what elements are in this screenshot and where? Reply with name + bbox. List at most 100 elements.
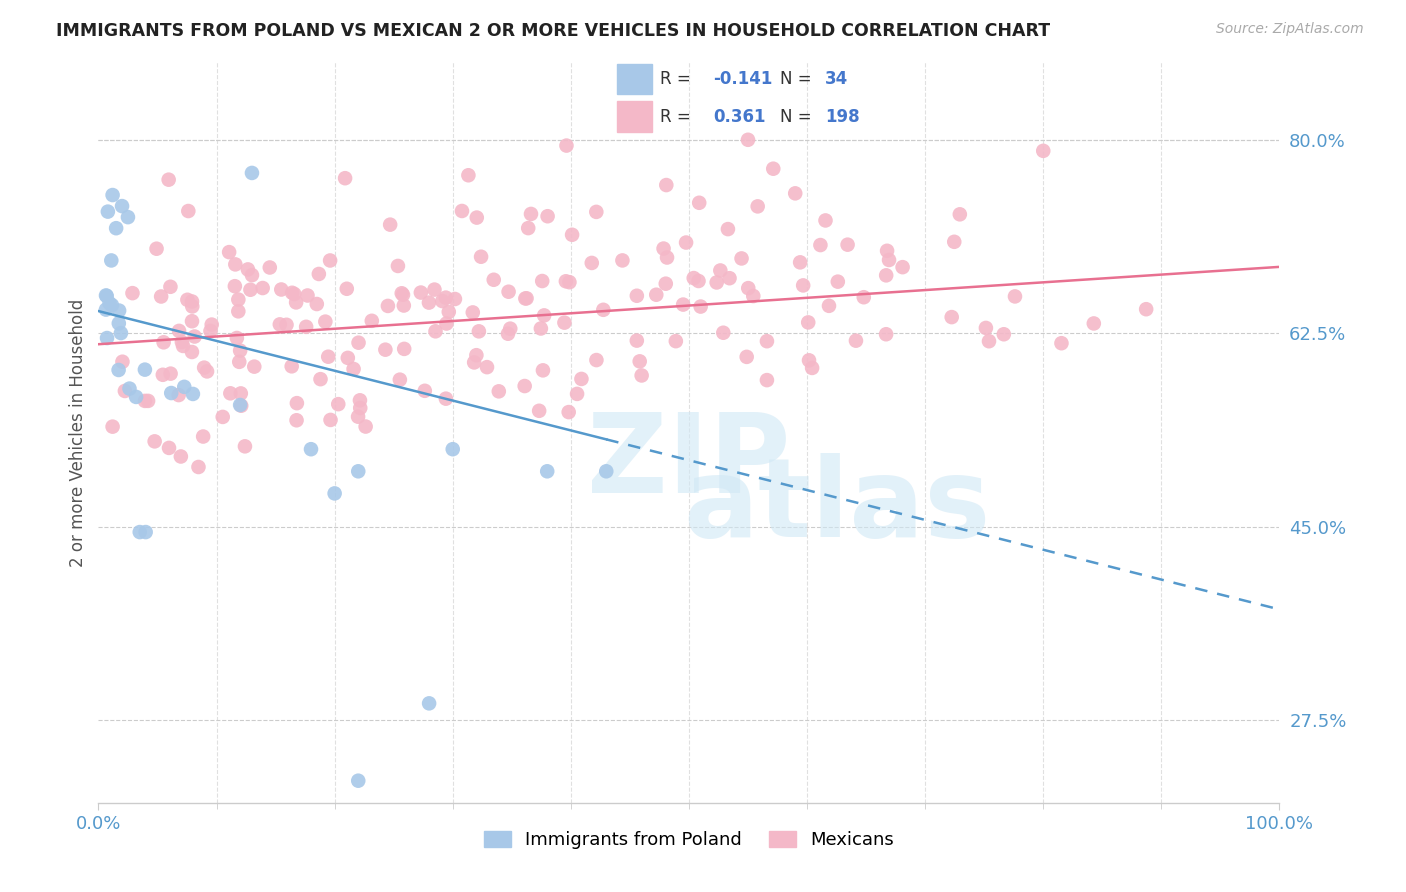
Point bbox=[451, 204, 474, 219]
Point bbox=[107, 316, 129, 330]
Point bbox=[682, 271, 704, 285]
Point bbox=[814, 213, 837, 227]
Point bbox=[554, 274, 576, 288]
Point bbox=[755, 334, 778, 349]
Point bbox=[468, 324, 491, 338]
Point bbox=[949, 207, 972, 221]
Text: 0.361: 0.361 bbox=[713, 108, 766, 126]
Point bbox=[285, 396, 308, 410]
Point bbox=[117, 210, 139, 224]
Point bbox=[228, 355, 250, 369]
Point bbox=[747, 199, 769, 213]
Point bbox=[305, 297, 328, 311]
Point bbox=[181, 294, 204, 309]
Point bbox=[391, 286, 413, 301]
Text: IMMIGRANTS FROM POLAND VS MEXICAN 2 OR MORE VEHICLES IN HOUSEHOLD CORRELATION CH: IMMIGRANTS FROM POLAND VS MEXICAN 2 OR M… bbox=[56, 22, 1050, 40]
Point bbox=[444, 292, 467, 306]
Point bbox=[626, 334, 648, 348]
Point bbox=[530, 321, 553, 335]
Point bbox=[1032, 144, 1054, 158]
Point bbox=[496, 326, 519, 341]
Point bbox=[157, 441, 180, 455]
Point bbox=[159, 280, 181, 294]
Point bbox=[239, 283, 262, 297]
Point bbox=[105, 221, 128, 235]
Point bbox=[792, 278, 814, 293]
Text: Source: ZipAtlas.com: Source: ZipAtlas.com bbox=[1216, 22, 1364, 37]
Point bbox=[280, 359, 302, 374]
Point bbox=[423, 283, 446, 297]
Point bbox=[527, 404, 550, 418]
Point bbox=[877, 252, 900, 267]
Point bbox=[1004, 289, 1026, 303]
Point bbox=[200, 324, 222, 338]
Point bbox=[499, 321, 522, 335]
Point bbox=[228, 304, 250, 318]
Point bbox=[136, 393, 159, 408]
Point bbox=[354, 419, 377, 434]
Point bbox=[425, 324, 447, 338]
Point bbox=[555, 138, 578, 153]
Point bbox=[585, 353, 607, 368]
Point bbox=[110, 326, 132, 340]
Point bbox=[191, 429, 214, 443]
Point bbox=[585, 205, 607, 219]
Point bbox=[252, 281, 274, 295]
Point bbox=[974, 321, 997, 335]
Point bbox=[211, 409, 233, 424]
Point bbox=[875, 268, 897, 283]
Point bbox=[515, 292, 537, 306]
Point bbox=[943, 235, 966, 249]
Point bbox=[993, 327, 1015, 342]
Point bbox=[285, 413, 308, 427]
Point bbox=[236, 262, 259, 277]
Point bbox=[737, 133, 759, 147]
Point bbox=[240, 268, 263, 282]
Point bbox=[323, 486, 346, 500]
Point bbox=[319, 413, 342, 427]
Text: R =: R = bbox=[659, 70, 696, 87]
Point bbox=[801, 360, 824, 375]
Point bbox=[128, 524, 150, 539]
Point bbox=[111, 355, 134, 369]
Point bbox=[276, 318, 298, 332]
Point bbox=[536, 209, 558, 223]
Point bbox=[114, 384, 136, 398]
Point bbox=[470, 250, 492, 264]
Point bbox=[520, 207, 543, 221]
Point bbox=[876, 244, 898, 258]
Point bbox=[655, 251, 678, 265]
Point bbox=[797, 353, 820, 368]
Point bbox=[595, 464, 617, 478]
Point bbox=[150, 289, 173, 303]
Point bbox=[818, 299, 841, 313]
Point bbox=[181, 314, 204, 328]
Point bbox=[224, 279, 246, 293]
Point bbox=[98, 296, 121, 310]
Point bbox=[387, 259, 409, 273]
Point bbox=[243, 359, 266, 374]
Point bbox=[285, 295, 308, 310]
Point bbox=[297, 288, 319, 302]
Point bbox=[672, 297, 695, 311]
Point bbox=[655, 277, 678, 291]
Point bbox=[281, 285, 304, 300]
Point bbox=[181, 300, 204, 314]
Point bbox=[441, 442, 464, 457]
Point bbox=[167, 388, 190, 402]
Point bbox=[187, 460, 209, 475]
Point bbox=[135, 524, 157, 539]
Point bbox=[233, 439, 256, 453]
Point bbox=[513, 379, 536, 393]
Point bbox=[536, 464, 558, 478]
Point bbox=[457, 168, 479, 182]
Point bbox=[789, 255, 811, 269]
Point bbox=[517, 221, 540, 235]
Point bbox=[717, 222, 740, 236]
Point bbox=[111, 199, 134, 213]
Point bbox=[152, 335, 174, 350]
Point bbox=[101, 188, 124, 202]
Text: N =: N = bbox=[780, 108, 817, 126]
Point bbox=[531, 274, 554, 288]
Point bbox=[488, 384, 510, 399]
